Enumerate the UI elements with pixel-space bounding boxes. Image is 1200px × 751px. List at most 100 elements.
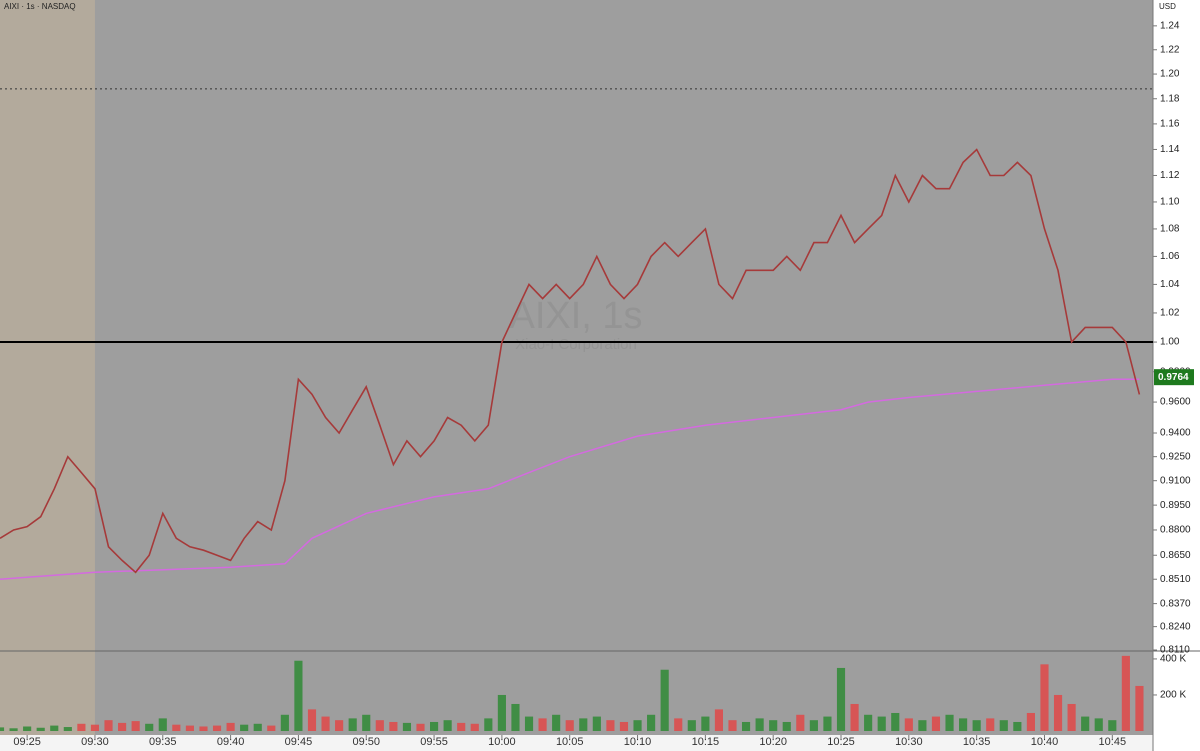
x-tick-label: 10:15: [692, 736, 720, 748]
volume-bar: [606, 720, 615, 731]
volume-bar: [1135, 685, 1144, 731]
volume-bar: [511, 703, 520, 731]
x-tick-label: 10:00: [488, 736, 516, 748]
volume-bar: [1081, 716, 1090, 731]
symbol-title: AIXI · 1s · NASDAQ: [4, 2, 76, 11]
y-tick-label: 1.00: [1160, 337, 1180, 348]
x-tick-label: 10:40: [1031, 736, 1059, 748]
vwap-line: [0, 378, 1140, 580]
volume-bar: [701, 716, 710, 731]
volume-bar: [891, 712, 900, 731]
volume-bar: [253, 723, 262, 731]
volume-bar: [77, 723, 86, 731]
volume-bar: [50, 725, 59, 731]
volume-bar: [809, 720, 818, 731]
volume-bar: [226, 722, 235, 731]
volume-bar: [972, 720, 981, 731]
volume-bar: [660, 669, 669, 731]
y-tick-label: 1.22: [1160, 44, 1180, 55]
volume-bar: [931, 716, 941, 731]
volume-bar: [335, 720, 344, 731]
x-tick-label: 10:05: [556, 736, 584, 748]
volume-bar: [796, 714, 805, 731]
y-tick-label: 0.8950: [1160, 500, 1191, 511]
volume-bar: [402, 722, 412, 731]
volume-bar: [1108, 720, 1117, 731]
y-tick-label: 1.20: [1160, 69, 1180, 80]
volume-bar: [280, 714, 289, 731]
volume-bar: [864, 714, 873, 731]
volume-bar: [63, 727, 72, 731]
volume-bar: [362, 714, 371, 731]
volume-bar: [212, 725, 222, 731]
time-axis-background: [0, 735, 1153, 751]
x-tick-label: 10:45: [1099, 736, 1127, 748]
volume-bar: [1026, 712, 1035, 731]
y-tick-label: 1.14: [1160, 144, 1180, 155]
premarket-shade: [0, 0, 95, 735]
volume-bar: [552, 714, 561, 731]
watermark-subtitle: Xiao-I Corporation: [515, 336, 637, 353]
volume-bar: [457, 722, 466, 731]
volume-bar: [619, 721, 629, 731]
volume-bar: [145, 723, 154, 731]
volume-bar: [90, 724, 100, 731]
volume-bar: [389, 721, 398, 731]
volume-bar: [904, 718, 913, 731]
volume-bar: [728, 720, 737, 731]
volume-bar: [484, 718, 493, 731]
volume-bar: [823, 716, 832, 731]
volume-bar: [647, 714, 656, 731]
volume-bar: [986, 718, 995, 731]
x-tick-label: 09:40: [217, 736, 245, 748]
y-tick-label: 0.8370: [1160, 598, 1191, 609]
volume-bar: [1013, 721, 1022, 731]
x-tick-label: 10:30: [895, 736, 923, 748]
volume-bar: [769, 720, 778, 731]
volume-bar: [877, 716, 886, 731]
y-tick-label: 1.04: [1160, 279, 1180, 290]
y-tick-label: 0.8510: [1160, 574, 1191, 585]
y-tick-label: 1.16: [1160, 119, 1180, 130]
volume-bar: [443, 720, 452, 731]
volume-tick-label: 200 K: [1160, 690, 1186, 701]
volume-bar: [9, 728, 18, 731]
volume-bar: [524, 716, 534, 731]
y-tick-label: 1.10: [1160, 197, 1180, 208]
volume-bar: [416, 723, 425, 731]
volume-bar: [307, 709, 317, 731]
x-tick-label: 09:55: [420, 736, 448, 748]
volume-bar: [579, 718, 588, 731]
volume-bar: [36, 727, 45, 731]
volume-bar: [999, 720, 1008, 731]
volume-bar: [755, 718, 764, 731]
volume-bar: [199, 726, 208, 731]
volume-bar: [945, 714, 954, 731]
volume-bar: [918, 720, 927, 731]
volume-bar: [1040, 664, 1049, 731]
volume-bar: [1053, 694, 1063, 731]
volume-bar: [0, 727, 5, 731]
x-tick-label: 09:35: [149, 736, 177, 748]
volume-bar: [158, 718, 167, 731]
volume-bar: [633, 720, 642, 731]
volume-bar: [1094, 718, 1103, 731]
y-tick-label: 1.08: [1160, 224, 1180, 235]
y-tick-label: 1.24: [1160, 20, 1180, 31]
volume-bar: [375, 720, 384, 731]
y-tick-label: 0.9250: [1160, 451, 1191, 462]
volume-bar: [714, 709, 723, 731]
y-tick-label: 0.9600: [1160, 397, 1191, 408]
y-tick-label: 0.8800: [1160, 525, 1191, 536]
volume-bar: [1067, 703, 1076, 731]
volume-bar: [185, 725, 194, 731]
last-price-box: [1154, 369, 1194, 386]
x-tick-label: 10:20: [759, 736, 787, 748]
y-tick-label: 1.02: [1160, 308, 1180, 319]
y-tick-label: 0.8240: [1160, 621, 1191, 632]
volume-bar: [23, 726, 32, 731]
volume-bar: [267, 725, 276, 731]
x-tick-label: 09:50: [352, 736, 380, 748]
x-tick-label: 10:35: [963, 736, 991, 748]
